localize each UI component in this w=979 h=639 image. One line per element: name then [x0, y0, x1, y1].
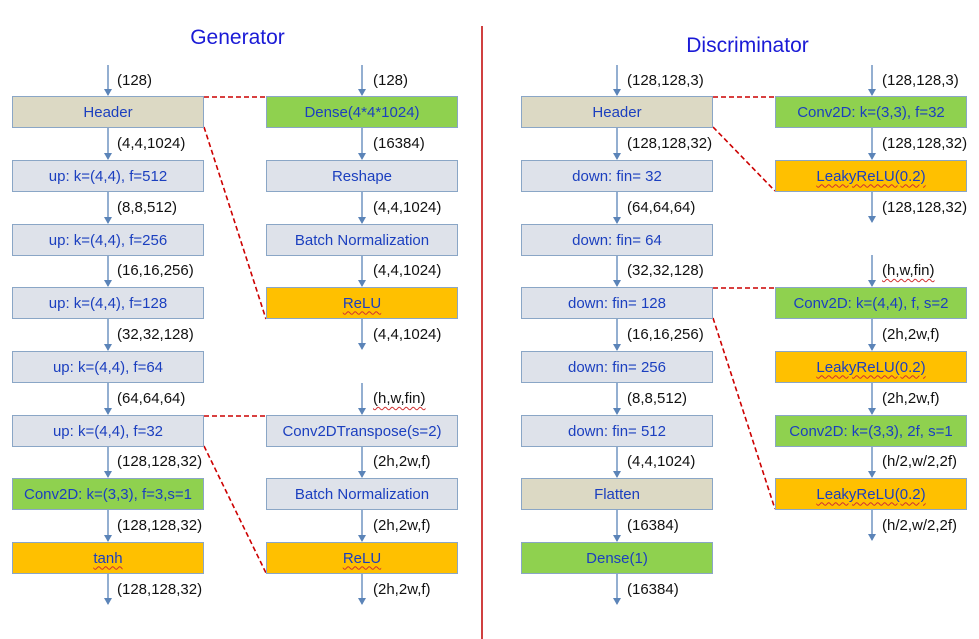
gen-up-relu-box: ReLU: [266, 542, 458, 574]
disc-main-flatten-box: Flatten: [521, 478, 713, 510]
disc-main-input-shape: (128,128,3): [627, 72, 704, 89]
disc-header-leakyrelu-label: LeakyReLU(0.2): [816, 167, 926, 185]
gen-main-upsample-box: up: k=(4,4), f=512: [12, 160, 204, 192]
gen-main-upsample-box: up: k=(4,4), f=32: [12, 415, 204, 447]
gen-header-shape-label: (16384): [373, 135, 425, 152]
disc-header-output-shape: (128,128,32): [882, 199, 968, 216]
zoom-link-dashed: [712, 317, 776, 510]
disc-main-shape-label: (16384): [627, 517, 679, 534]
gen-main-header-box: Header: [12, 96, 204, 128]
disc-main-shape-label: (16,16,256): [627, 326, 704, 343]
gen-main-shape-label: (64,64,64): [117, 390, 186, 407]
gen-up-input-shape: (h,w,fin): [373, 390, 426, 407]
gen-main-shape-label: (32,32,128): [117, 326, 194, 343]
disc-down-shape-label: (h/2,w/2,2f): [882, 453, 958, 470]
gen-main-upsample-box: up: k=(4,4), f=256: [12, 224, 204, 256]
gen-main-tanh-label: tanh: [93, 549, 123, 567]
disc-main-shape-label: (64,64,64): [627, 199, 696, 216]
generator-title: Generator: [190, 26, 285, 49]
disc-main-shape-label: (128,128,32): [627, 135, 713, 152]
gen-up-convtranspose-box: Conv2DTranspose(s=2): [266, 415, 458, 447]
disc-down-conv-stride1-box: Conv2D: k=(3,3), 2f, s=1: [775, 415, 967, 447]
gen-main-conv-box: Conv2D: k=(3,3), f=3,s=1: [12, 478, 204, 510]
gen-up-output-shape: (2h,2w,f): [373, 581, 431, 598]
gen-main-shape-label: (8,8,512): [117, 199, 178, 216]
gen-up-batchnorm-box: Batch Normalization: [266, 478, 458, 510]
gen-main-input-shape: (128): [117, 72, 153, 89]
gen-main-upsample-box: up: k=(4,4), f=64: [12, 351, 204, 383]
gen-main-shape-label: (128,128,32): [117, 517, 203, 534]
gen-header-shape-label: (4,4,1024): [373, 262, 442, 279]
disc-main-downsample-box: down: fin= 128: [521, 287, 713, 319]
gen-up-shape-label: (2h,2w,f): [373, 517, 431, 534]
disc-down-shape-label: (2h,2w,f): [882, 390, 940, 407]
gen-up-shape-label: (2h,2w,f): [373, 453, 431, 470]
zoom-link-dashed: [712, 126, 776, 192]
disc-down-leakyrelu-label: LeakyReLU(0.2): [816, 485, 926, 503]
gen-main-tanh-box: tanh: [12, 542, 204, 574]
disc-header-conv-box: Conv2D: k=(3,3), f=32: [775, 96, 967, 128]
gen-header-dense-box: Dense(4*4*1024): [266, 96, 458, 128]
disc-down-leakyrelu-box: LeakyReLU(0.2): [775, 351, 967, 383]
gen-header-relu-box: ReLU: [266, 287, 458, 319]
gen-header-shape-label: (4,4,1024): [373, 199, 442, 216]
disc-down-leakyrelu-label: LeakyReLU(0.2): [816, 358, 926, 376]
disc-main-downsample-box: down: fin= 256: [521, 351, 713, 383]
gen-up-relu-label: ReLU: [342, 549, 382, 567]
zoom-link-dashed: [203, 445, 267, 574]
gen-header-relu-label: ReLU: [342, 294, 382, 312]
gen-main-shape-label: (4,4,1024): [117, 135, 186, 152]
gen-main-shape-label: (16,16,256): [117, 262, 194, 279]
gen-header-input-shape: (128): [373, 72, 409, 89]
disc-main-shape-label: (32,32,128): [627, 262, 704, 279]
disc-main-header-box: Header: [521, 96, 713, 128]
gen-header-reshape-box: Reshape: [266, 160, 458, 192]
gen-main-shape-label: (128,128,32): [117, 453, 203, 470]
zoom-link-dashed: [203, 126, 267, 320]
disc-down-shape-label: (2h,2w,f): [882, 326, 940, 343]
disc-main-downsample-box: down: fin= 64: [521, 224, 713, 256]
discriminator-title: Discriminator: [686, 34, 809, 57]
gen-main-upsample-box: up: k=(4,4), f=128: [12, 287, 204, 319]
disc-header-shape-label: (128,128,32): [882, 135, 968, 152]
disc-main-shape-label: (8,8,512): [627, 390, 688, 407]
disc-header-input-shape: (128,128,3): [882, 72, 959, 89]
gen-header-batchnorm-box: Batch Normalization: [266, 224, 458, 256]
disc-main-downsample-box: down: fin= 512: [521, 415, 713, 447]
disc-main-dense-box: Dense(1): [521, 542, 713, 574]
disc-main-shape-label: (4,4,1024): [627, 453, 696, 470]
disc-main-output-shape: (16384): [627, 581, 679, 598]
gen-header-output-shape: (4,4,1024): [373, 326, 442, 343]
disc-down-leakyrelu-box: LeakyReLU(0.2): [775, 478, 967, 510]
disc-main-downsample-box: down: fin= 32: [521, 160, 713, 192]
gen-main-output-shape: (128,128,32): [117, 581, 203, 598]
disc-header-leakyrelu-box: LeakyReLU(0.2): [775, 160, 967, 192]
disc-down-input-shape: (h,w,fin): [882, 262, 935, 279]
disc-down-conv-stride2-box: Conv2D: k=(4,4), f, s=2: [775, 287, 967, 319]
disc-down-output-shape: (h/2,w/2,2f): [882, 517, 958, 534]
